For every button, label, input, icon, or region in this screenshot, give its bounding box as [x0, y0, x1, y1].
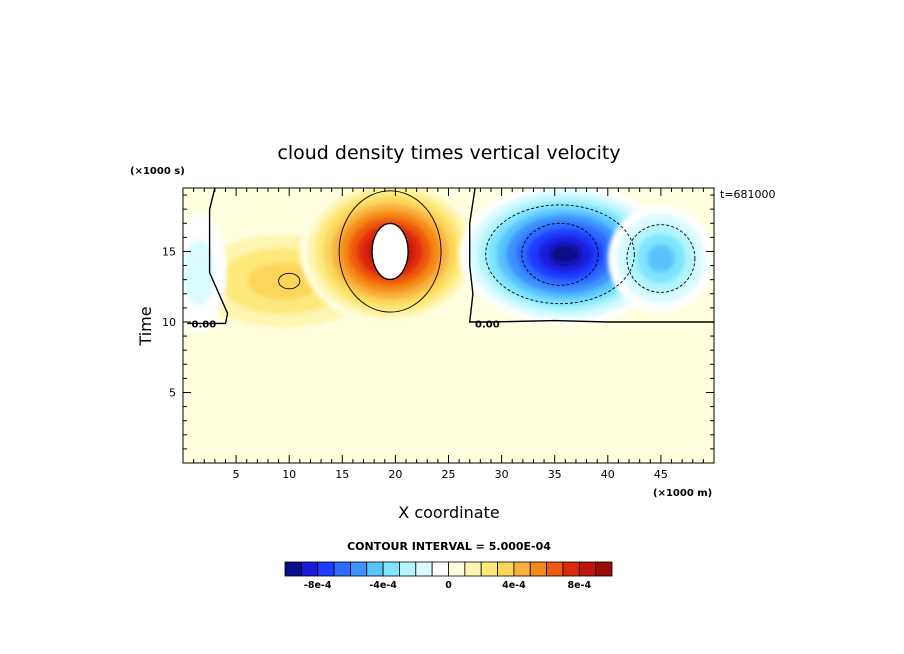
zero-contour: [187, 188, 229, 325]
zero-contour-label: 0.00: [475, 319, 500, 330]
contour-line: [485, 204, 635, 305]
x-tick-label: 45: [654, 468, 668, 481]
contour-level-fill: [550, 244, 581, 265]
x-tick-label: 15: [335, 468, 349, 481]
x-unit-label: (×1000 m): [653, 488, 712, 499]
contour-level-fill: [647, 244, 675, 273]
y-tick-label: 5: [169, 386, 176, 399]
colorbar-tick-label: 0: [445, 580, 452, 591]
chart-title: cloud density times vertical velocity: [277, 142, 620, 164]
contour-line: [338, 190, 442, 313]
colorbar-swatch: [317, 561, 335, 577]
saturated-core: [371, 222, 409, 281]
zero-contour-labels: 0.00 0.00: [191, 319, 499, 330]
zero-contour-label: 0.00: [191, 319, 216, 330]
contour-line: [521, 222, 599, 286]
contour-lines: [187, 188, 714, 325]
x-tick-label: 35: [548, 468, 562, 481]
colorbar-tick-label: 8e-4: [567, 580, 591, 591]
y-axis-label: Time: [136, 306, 155, 346]
colorbar-swatch: [562, 561, 580, 577]
colorbar-tick-label: 4e-4: [502, 580, 526, 591]
contour-level-fill: [247, 262, 320, 300]
y-tick-label: 10: [162, 316, 176, 329]
colorbar-swatch: [595, 561, 613, 577]
colorbar-swatch: [578, 561, 597, 577]
colorbar-tick-label: -8e-4: [304, 580, 332, 591]
contour-interval-label: CONTOUR INTERVAL = 5.000E-04: [347, 540, 551, 553]
colorbar-swatch: [480, 561, 498, 577]
colorbar-swatch: [366, 561, 384, 577]
x-axis-label: X coordinate: [398, 503, 499, 522]
colorbar-swatch: [415, 561, 433, 577]
colorbar-tick-label: -4e-4: [369, 580, 397, 591]
contour-line: [278, 272, 301, 290]
plot-area: [183, 188, 714, 463]
colorbar-swatch: [284, 561, 302, 577]
colorbar-swatch: [513, 561, 531, 577]
colorbar-swatch: [349, 561, 368, 577]
contour-line: [626, 224, 696, 293]
background-fill-lower: [183, 321, 714, 463]
time-annotation: t=681000: [720, 188, 776, 201]
x-tick-label: 5: [233, 468, 240, 481]
colorbar-swatch: [382, 561, 400, 577]
colorbar-swatch: [333, 561, 351, 577]
colorbar-swatch: [529, 561, 548, 577]
x-tick-label: 40: [601, 468, 615, 481]
zero-contour: [468, 188, 714, 323]
colorbar-swatch: [399, 561, 417, 577]
colorbar-swatch: [448, 561, 466, 577]
colorbar-swatch: [497, 561, 515, 577]
colorbar-swatch: [431, 561, 449, 577]
x-tick-label: 10: [282, 468, 296, 481]
colorbar-swatch: [546, 561, 564, 577]
contour-level-fill: [183, 239, 215, 306]
colorbar-swatch: [464, 561, 482, 577]
colorbar: -8e-4 -4e-4 0 4e-4 8e-4: [284, 561, 613, 591]
colorbar-swatch: [300, 561, 319, 577]
x-tick-label: 25: [442, 468, 456, 481]
y-unit-label: (×1000 s): [130, 166, 185, 177]
axes: 5 10 15 20 25 30 35 40 45 5 10 15: [162, 188, 714, 481]
x-tick-label: 30: [495, 468, 509, 481]
y-tick-label: 15: [162, 245, 176, 258]
x-tick-label: 20: [388, 468, 402, 481]
